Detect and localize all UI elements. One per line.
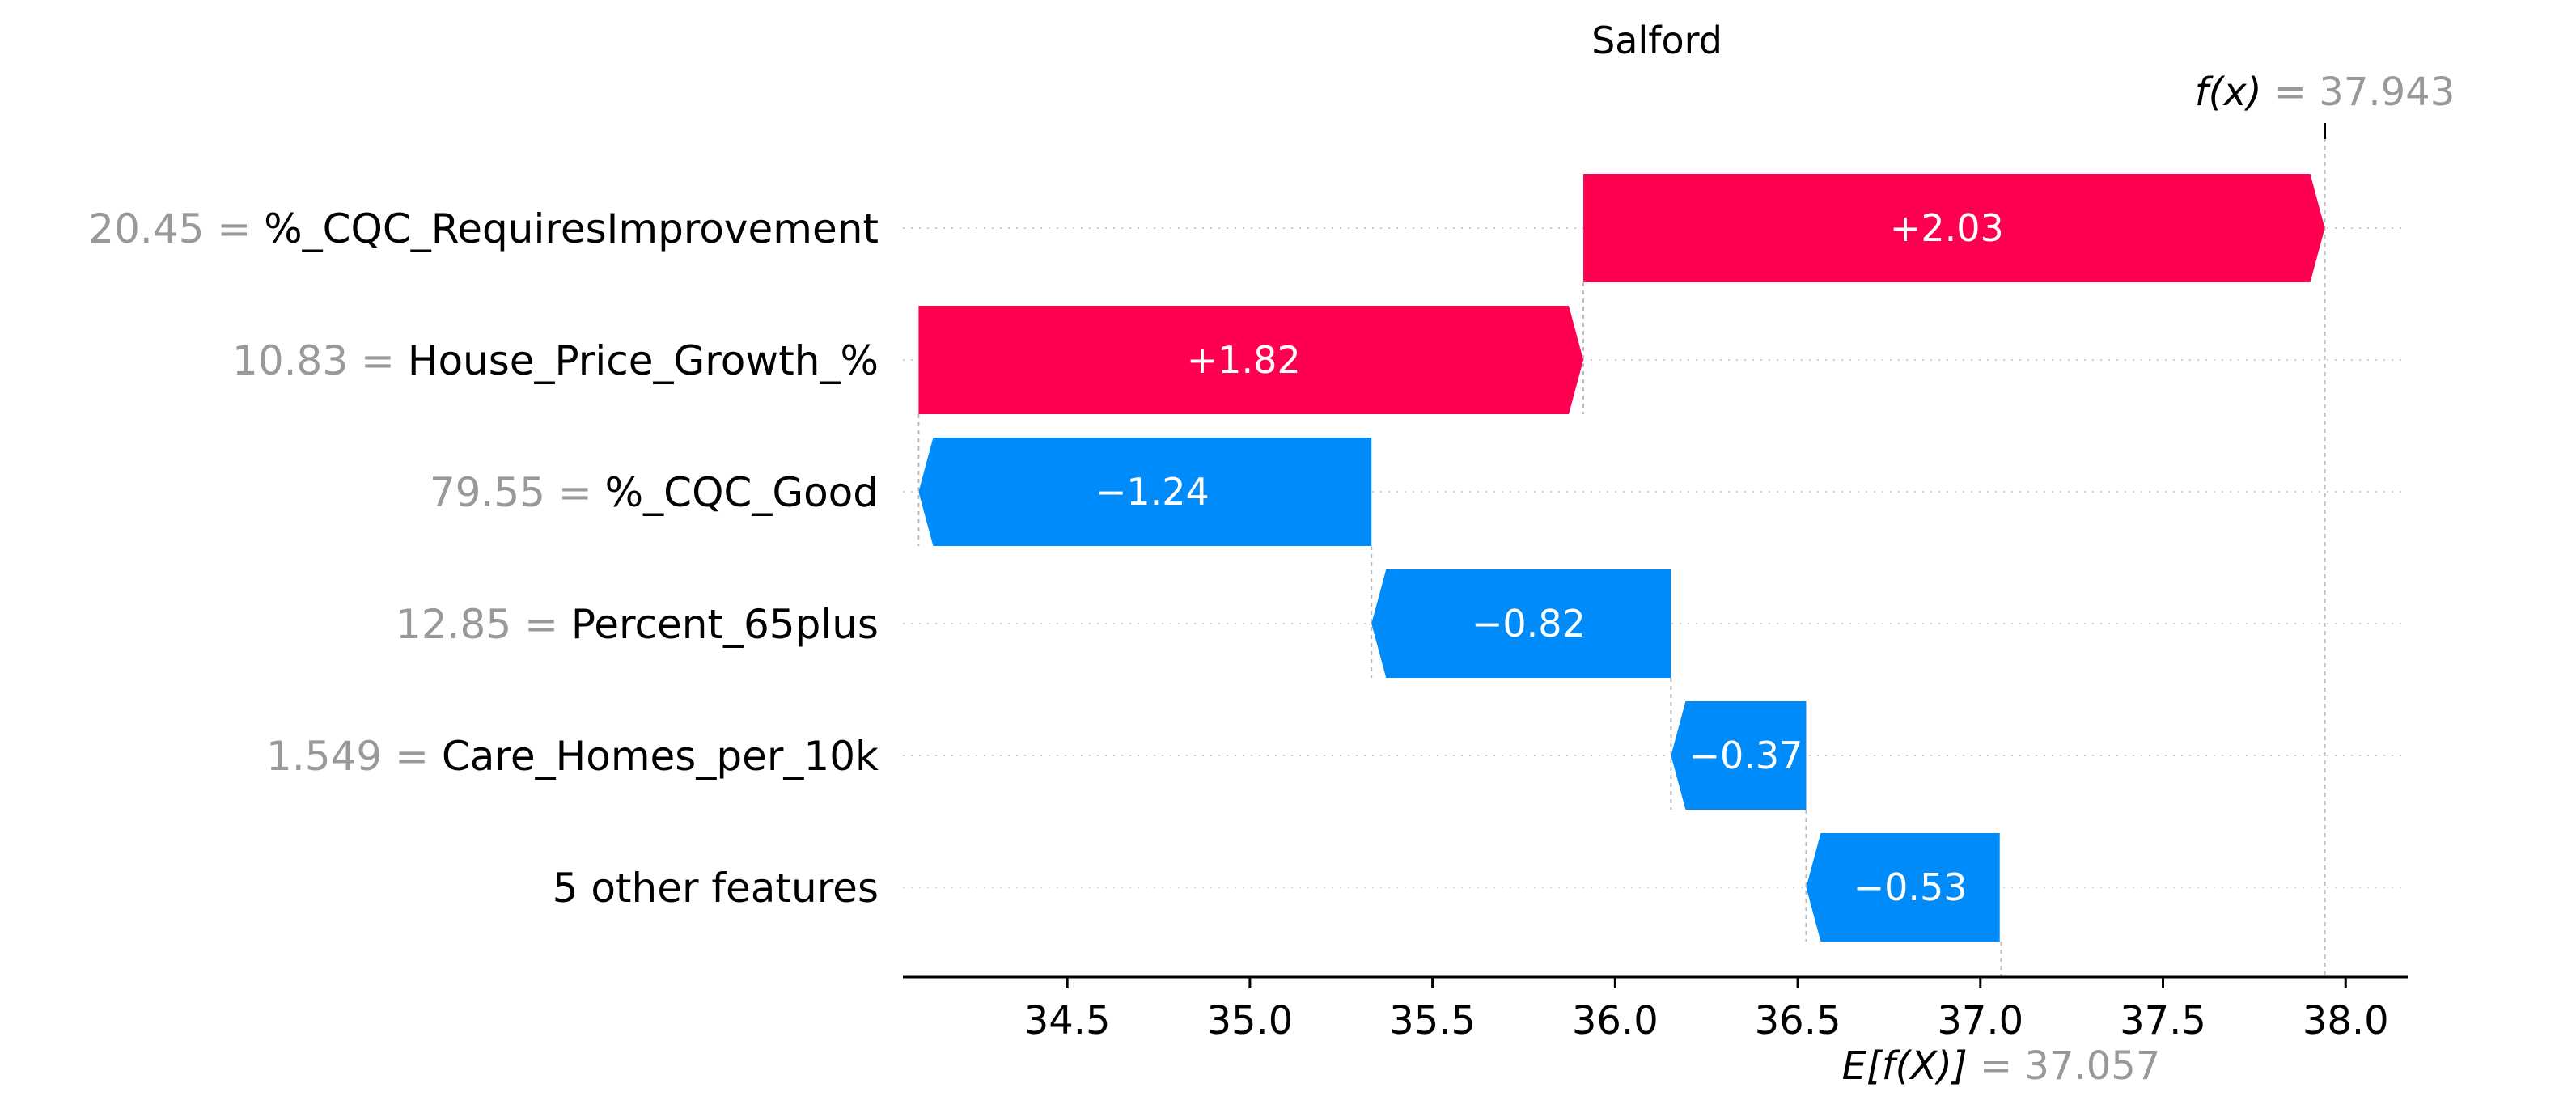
base-value: = 37.057 [1980, 1043, 2160, 1089]
feature-value: 20.45 = [88, 205, 264, 252]
bar-5 [1806, 833, 2000, 942]
feature-label-5: 5 other features [553, 865, 879, 912]
bar-label-1: +1.82 [1187, 338, 1301, 382]
base-annotation: E[f(X)] = 37.057 [1842, 1043, 2161, 1089]
x-tick-label: 37.5 [2120, 998, 2206, 1043]
x-axis: 34.5 35.0 35.5 36.0 36.5 37.0 37.5 38.0 [903, 123, 2408, 1043]
feature-value: 79.55 = [430, 469, 605, 516]
connector-lines [917, 138, 2326, 977]
feature-name: 5 other features [553, 865, 879, 912]
x-tick-label: 35.0 [1206, 998, 1293, 1043]
bar-3 [1371, 569, 1671, 678]
feature-label-2: 79.55 = %_CQC_Good [430, 469, 879, 516]
bar-label-3: −0.82 [1472, 602, 1586, 645]
feature-value: 1.549 = [266, 733, 442, 780]
feature-name: Care_Homes_per_10k [442, 733, 879, 780]
bar-label-0: +2.03 [1890, 206, 2004, 250]
x-tick-label: 36.5 [1755, 998, 1841, 1043]
bars: +2.03 +1.82 −1.24 −0.82 −0.37 −0.53 [918, 174, 2325, 942]
feature-name: %_CQC_RequiresImprovement [264, 205, 879, 252]
feature-labels: 20.45 = %_CQC_RequiresImprovement 10.83 =… [88, 205, 879, 912]
feature-name: Percent_65plus [571, 601, 879, 648]
x-tick-label: 36.0 [1572, 998, 1659, 1043]
feature-label-3: 12.85 = Percent_65plus [396, 601, 879, 648]
feature-value: 10.83 = [232, 337, 408, 384]
x-tick-label: 35.5 [1389, 998, 1476, 1043]
bar-label-4: −0.37 [1688, 734, 1803, 777]
x-tick-label: 37.0 [1937, 998, 2023, 1043]
chart-title: Salford [1591, 19, 1722, 62]
feature-name: House_Price_Growth_% [408, 337, 879, 384]
feature-name: %_CQC_Good [605, 469, 879, 516]
feature-label-0: 20.45 = %_CQC_RequiresImprovement [88, 205, 879, 252]
bar-label-2: −1.24 [1095, 470, 1210, 514]
bar-4 [1671, 701, 1807, 810]
bar-label-5: −0.53 [1854, 865, 1968, 909]
output-label: f(x) [2195, 70, 2274, 115]
base-label: E[f(X)] [1842, 1043, 1980, 1089]
feature-label-1: 10.83 = House_Price_Growth_% [232, 337, 879, 384]
feature-value: 12.85 = [396, 601, 571, 648]
x-tick-label: 38.0 [2303, 998, 2389, 1043]
output-value: = 37.943 [2274, 70, 2455, 115]
value-annotations: f(x) = 37.943 E[f(X)] = 37.057 [1842, 70, 2455, 1089]
x-tick-label: 34.5 [1024, 998, 1111, 1043]
bar-0 [1583, 174, 2325, 282]
bar-1 [918, 306, 1584, 414]
bar-2 [918, 438, 1372, 546]
feature-label-4: 1.549 = Care_Homes_per_10k [266, 733, 879, 780]
output-annotation: f(x) = 37.943 [2195, 70, 2455, 115]
